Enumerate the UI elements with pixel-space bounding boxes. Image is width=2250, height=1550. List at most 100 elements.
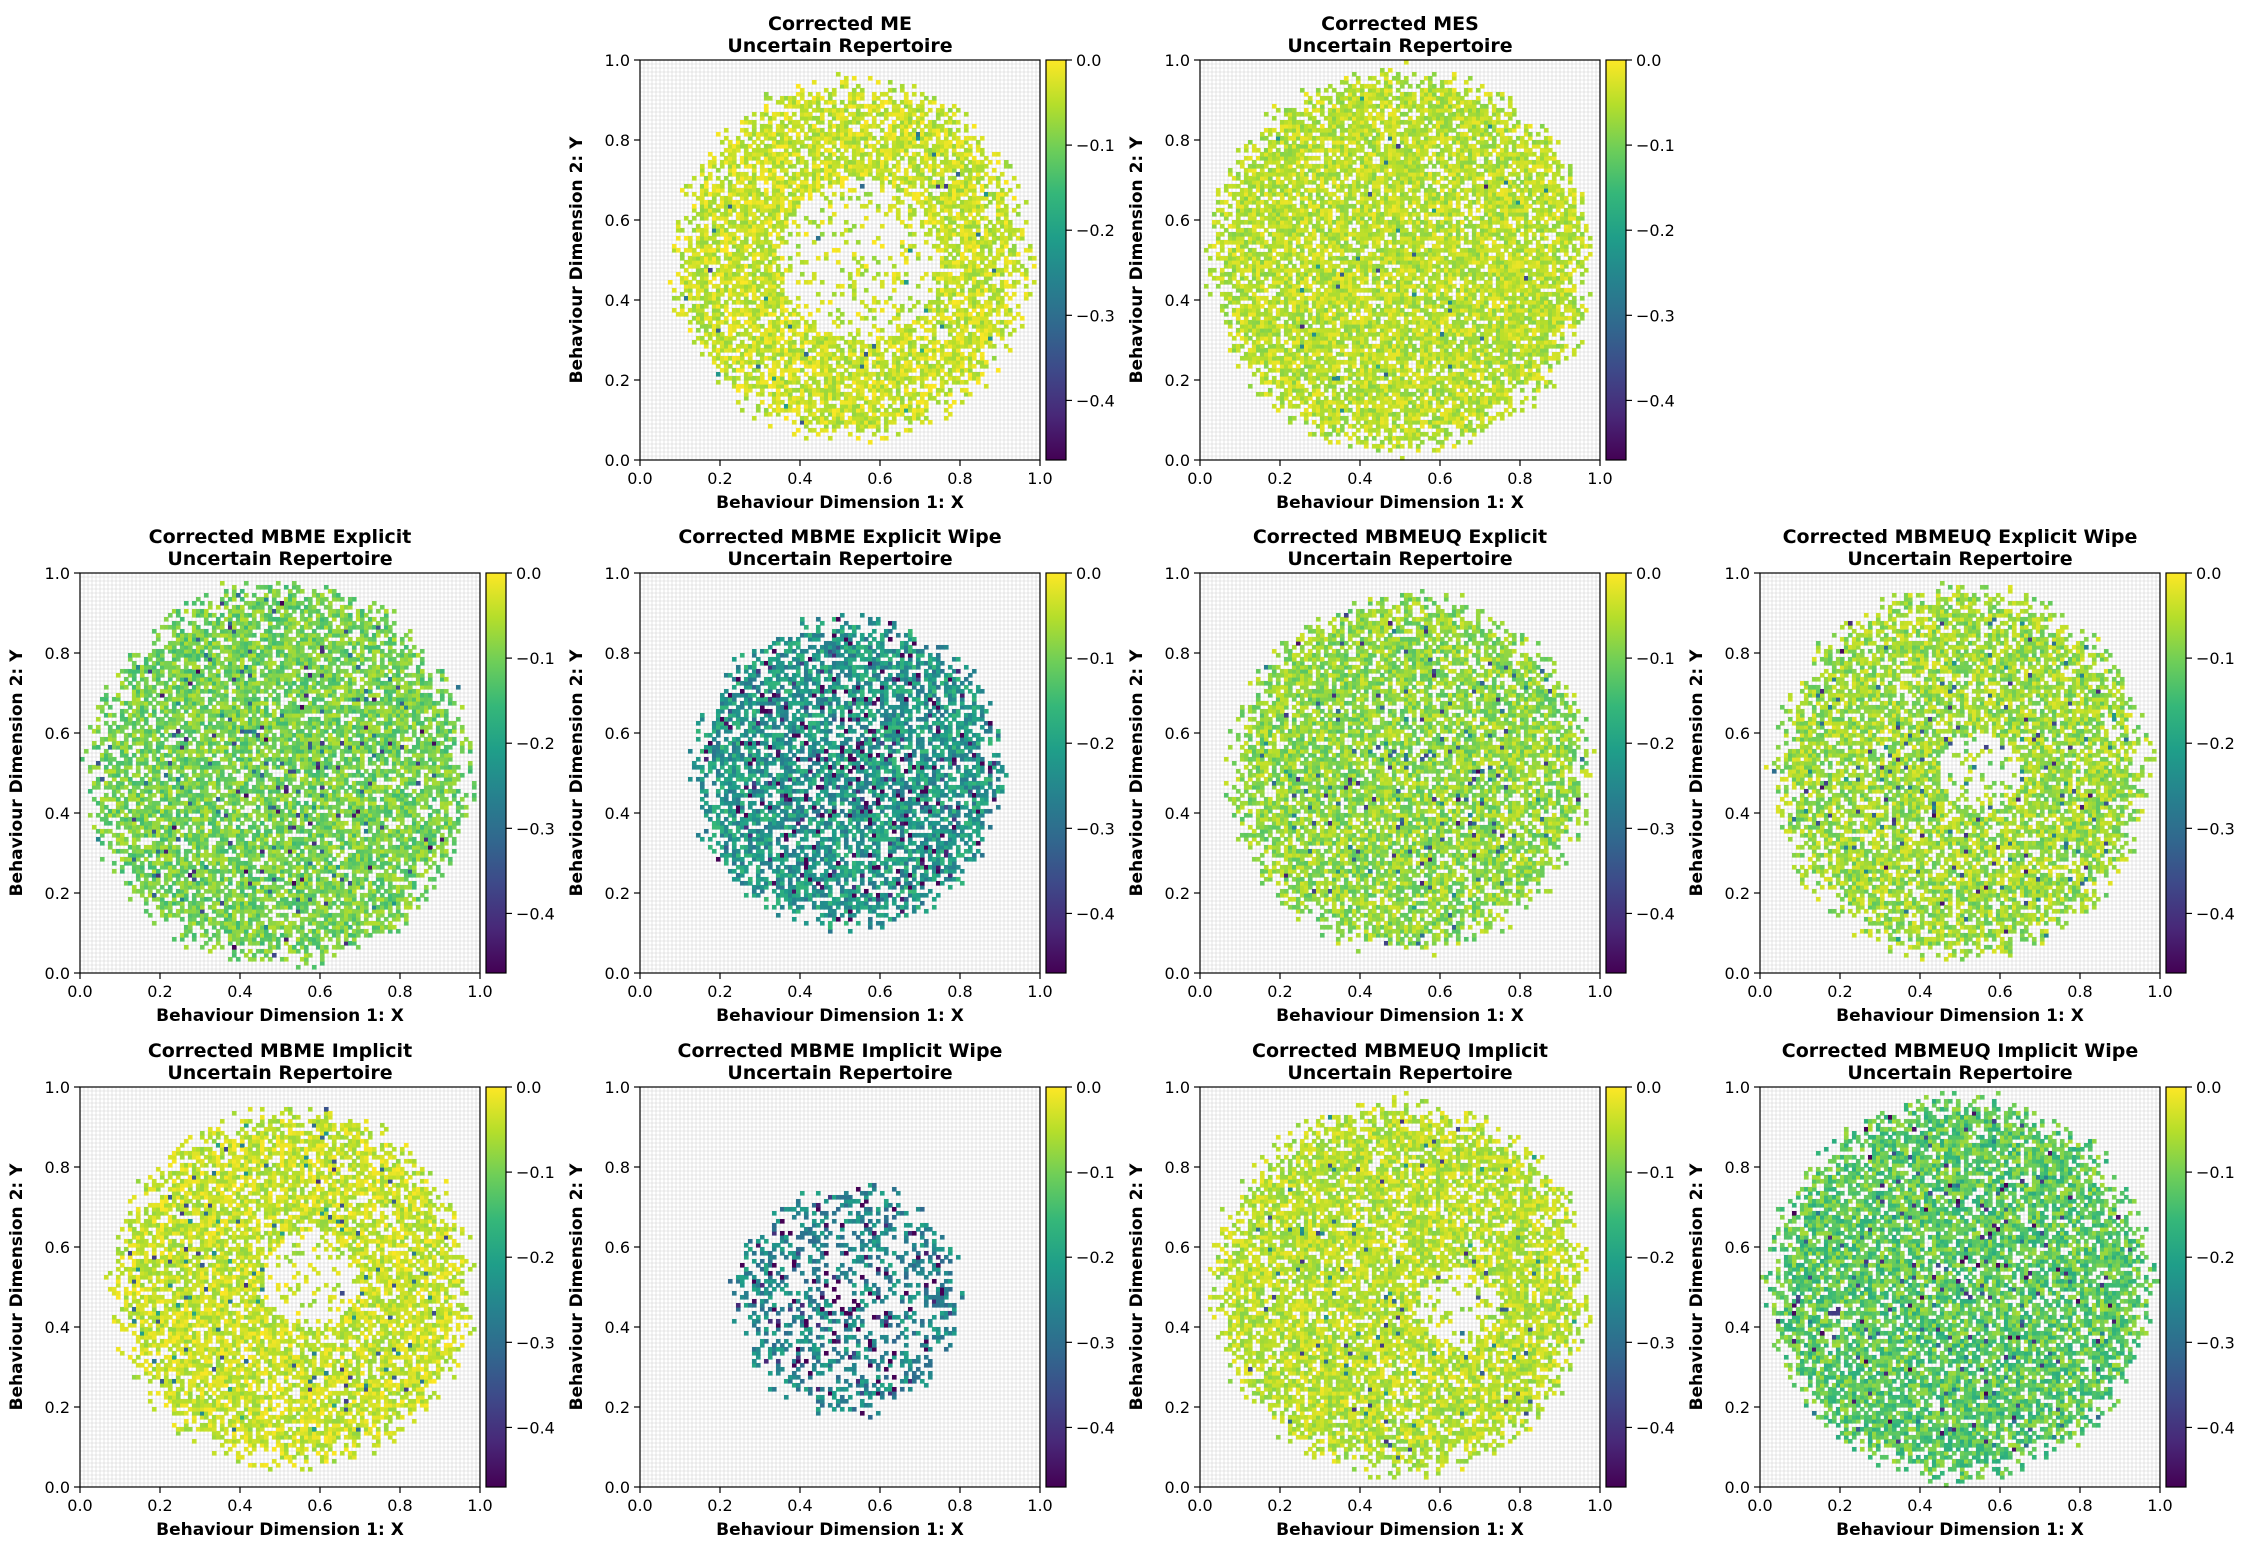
data-cell	[1304, 148, 1309, 153]
data-cell	[836, 136, 841, 141]
data-cell	[1300, 212, 1305, 217]
data-cell	[976, 172, 981, 177]
data-cell	[944, 304, 949, 309]
data-cell	[1292, 352, 1297, 357]
data-cell	[1324, 200, 1329, 205]
data-cell	[844, 128, 849, 133]
data-cell	[848, 432, 853, 437]
data-cell	[924, 208, 929, 213]
data-cell	[736, 256, 741, 261]
data-cell	[884, 392, 889, 397]
data-cell	[816, 156, 821, 161]
data-cell	[1000, 332, 1005, 337]
data-cell	[1216, 192, 1221, 197]
data-cell	[900, 108, 905, 113]
data-cell	[732, 172, 737, 177]
data-cell	[1316, 308, 1321, 313]
data-cell	[716, 300, 721, 305]
data-cell	[976, 272, 981, 277]
data-cell	[844, 136, 849, 141]
data-cell	[880, 184, 885, 189]
data-cell	[884, 164, 889, 169]
data-cell	[888, 148, 893, 153]
data-cell	[904, 124, 909, 129]
data-cell	[972, 276, 977, 281]
data-cell	[768, 128, 773, 133]
data-cell	[924, 176, 929, 181]
data-cell	[984, 336, 989, 341]
data-cell	[752, 284, 757, 289]
data-cell	[684, 284, 689, 289]
data-cell	[744, 176, 749, 181]
data-cell	[900, 396, 905, 401]
data-cell	[1252, 284, 1257, 289]
data-cell	[752, 216, 757, 221]
data-cell	[724, 240, 729, 245]
data-cell	[1304, 344, 1309, 349]
data-cell	[1284, 340, 1289, 345]
data-cell	[1280, 276, 1285, 281]
data-cell	[752, 132, 757, 137]
colorbar-tick-label: −0.3	[1076, 306, 1115, 325]
data-cell	[932, 220, 937, 225]
data-cell	[732, 288, 737, 293]
data-cell	[1220, 200, 1225, 205]
data-cell	[900, 148, 905, 153]
data-cell	[844, 156, 849, 161]
data-cell	[828, 108, 833, 113]
data-cell	[932, 96, 937, 101]
data-cell	[984, 244, 989, 249]
data-cell	[940, 224, 945, 229]
data-cell	[752, 212, 757, 217]
data-cell	[1272, 324, 1277, 329]
data-cell	[1320, 420, 1325, 425]
data-cell	[1308, 212, 1313, 217]
data-cell	[812, 324, 817, 329]
data-cell	[788, 368, 793, 373]
data-cell	[768, 204, 773, 209]
data-cell	[832, 168, 837, 173]
data-cell	[812, 320, 817, 325]
data-cell	[732, 384, 737, 389]
data-cell	[900, 88, 905, 93]
data-cell	[724, 244, 729, 249]
data-cell	[812, 136, 817, 141]
data-cell	[1236, 220, 1241, 225]
data-cell	[784, 144, 789, 149]
data-cell	[968, 332, 973, 337]
data-cell	[1308, 308, 1313, 313]
data-cell	[848, 376, 853, 381]
data-cell	[828, 120, 833, 125]
data-cell	[976, 228, 981, 233]
data-cell	[1324, 292, 1329, 297]
data-cell	[1268, 356, 1273, 361]
data-cell	[988, 252, 993, 257]
data-cell	[1272, 404, 1277, 409]
data-cell	[1024, 292, 1029, 297]
data-cell	[968, 228, 973, 233]
data-cell	[988, 276, 993, 281]
data-cell	[1304, 264, 1309, 269]
data-cell	[704, 224, 709, 229]
data-cell	[904, 192, 909, 197]
data-cell	[1224, 320, 1229, 325]
data-cell	[1252, 212, 1257, 217]
data-cell	[936, 364, 941, 369]
data-cell	[712, 356, 717, 361]
data-cell	[672, 296, 677, 301]
data-cell	[988, 312, 993, 317]
data-cell	[704, 284, 709, 289]
data-cell	[796, 352, 801, 357]
data-cell	[712, 184, 717, 189]
data-cell	[756, 208, 761, 213]
data-cell	[740, 292, 745, 297]
data-cell	[1296, 236, 1301, 241]
data-cell	[792, 344, 797, 349]
data-cell	[1328, 160, 1333, 165]
data-cell	[848, 284, 853, 289]
data-cell	[968, 232, 973, 237]
data-cell	[1280, 164, 1285, 169]
data-cell	[1300, 168, 1305, 173]
data-cell	[760, 148, 765, 153]
data-cell	[1328, 340, 1333, 345]
